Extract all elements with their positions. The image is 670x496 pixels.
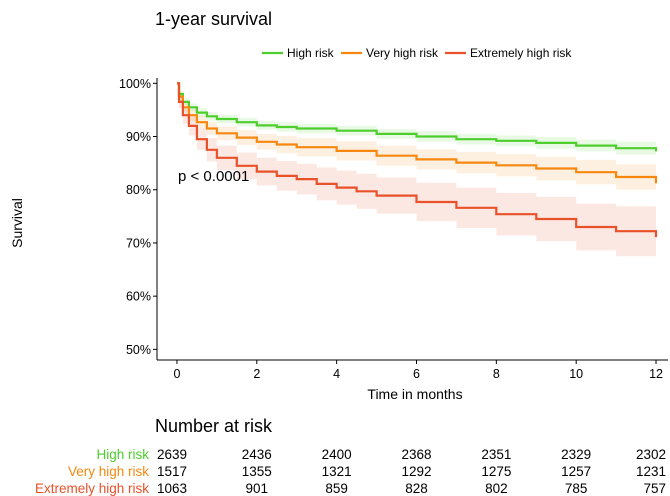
x-axis-label: Time in months (367, 386, 462, 402)
series-line-high-risk (177, 82, 658, 152)
risk-table-title: Number at risk (155, 416, 273, 436)
y-tick-label: 100% (119, 77, 151, 91)
x-tick-label: 2 (253, 367, 260, 381)
x-tick-label: 10 (569, 367, 583, 381)
risk-cell: 859 (325, 481, 348, 496)
risk-cell: 2436 (242, 447, 272, 462)
x-tick-label: 12 (649, 367, 663, 381)
survival-curves (177, 82, 658, 238)
risk-row-label-very-high-risk: Very high risk (68, 464, 149, 479)
risk-cell: 2639 (157, 447, 187, 462)
risk-cell: 1517 (157, 464, 187, 479)
y-tick-label: 60% (126, 290, 151, 304)
x-tick-label: 0 (173, 367, 180, 381)
risk-cell: 802 (485, 481, 508, 496)
risk-cell: 1257 (561, 464, 591, 479)
y-axis-label: Survival (9, 198, 25, 248)
x-tick-label: 6 (413, 367, 420, 381)
x-axis-ticks: 0 2 4 6 8 10 12 (173, 360, 663, 381)
risk-cell: 1292 (401, 464, 431, 479)
y-tick-label: 90% (126, 130, 151, 144)
risk-cell: 2400 (322, 447, 352, 462)
x-tick-label: 4 (333, 367, 340, 381)
risk-table: High risk 2639 2436 2400 2368 2351 2329 2302 Ver… (35, 447, 666, 496)
legend: High risk Very high risk Extremely high … (262, 46, 572, 60)
risk-cell: 2329 (561, 447, 591, 462)
risk-cell: 901 (246, 481, 269, 496)
risk-row-label-extremely-high-risk: Extremely high risk (35, 481, 149, 496)
series-line-extremely-high-risk (177, 82, 658, 238)
y-tick-label: 80% (126, 183, 151, 197)
risk-cell: 2351 (481, 447, 511, 462)
risk-cell: 1063 (157, 481, 187, 496)
risk-cell: 2368 (401, 447, 431, 462)
risk-cell: 2302 (636, 447, 666, 462)
legend-label-very-high-risk: Very high risk (366, 46, 439, 60)
risk-row-label-high-risk: High risk (96, 447, 149, 462)
legend-label-high-risk: High risk (287, 46, 335, 60)
risk-cell: 785 (565, 481, 588, 496)
risk-cell: 757 (643, 481, 666, 496)
legend-label-extremely-high-risk: Extremely high risk (470, 46, 572, 60)
risk-cell: 828 (405, 481, 428, 496)
risk-cell: 1355 (242, 464, 272, 479)
p-value-annotation: p < 0.0001 (178, 168, 249, 185)
series-line-very-high-risk (177, 82, 658, 184)
y-axis-ticks: 50% 60% 70% 80% 90% 100% (119, 77, 157, 357)
risk-cell: 1321 (322, 464, 352, 479)
x-tick-label: 8 (493, 367, 500, 381)
risk-cell: 1231 (636, 464, 666, 479)
chart-title: 1-year survival (155, 9, 272, 29)
y-tick-label: 70% (126, 236, 151, 250)
risk-cell: 1275 (481, 464, 511, 479)
y-tick-label: 50% (126, 343, 151, 357)
confidence-band-high-risk (177, 83, 656, 158)
